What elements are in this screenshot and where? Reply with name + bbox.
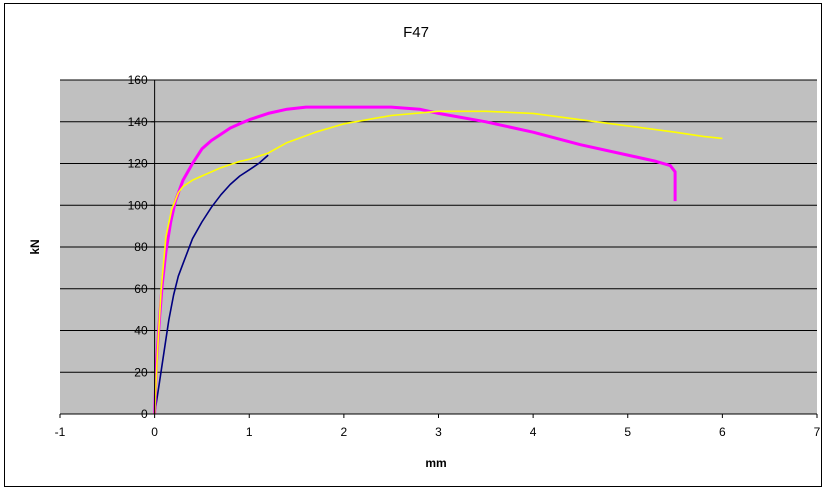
x-tick-labels: -1 0 1 2 3 4 5 6 7 xyxy=(55,425,821,439)
x-tick-label-5: 4 xyxy=(530,425,537,439)
x-tick-label-1: 0 xyxy=(151,425,158,439)
y-tick-label-1: 20 xyxy=(134,365,148,379)
y-tick-label-2: 40 xyxy=(134,324,148,338)
series-line-1 xyxy=(153,154,269,415)
x-tick-label-2: 1 xyxy=(246,425,253,439)
x-tick-label-8: 7 xyxy=(814,425,821,439)
y-axis-label: kN xyxy=(28,239,42,254)
y-tick-label-6: 120 xyxy=(128,157,148,171)
y-tick-label-7: 140 xyxy=(128,115,148,129)
chart-title: F47 xyxy=(403,24,429,41)
y-tick-label-8: 160 xyxy=(128,73,148,87)
x-tick-label-4: 3 xyxy=(435,425,442,439)
x-tick-label-6: 5 xyxy=(624,425,631,439)
series-line-3 xyxy=(153,110,723,415)
y-tick-labels: 0 20 40 60 80 100 120 140 160 xyxy=(128,73,148,421)
series-lines xyxy=(153,105,723,415)
x-tick-label-7: 6 xyxy=(719,425,726,439)
y-tick-label-3: 60 xyxy=(134,282,148,296)
axes xyxy=(59,79,818,418)
x-tick-label-3: 2 xyxy=(341,425,348,439)
x-tick-label-0: -1 xyxy=(55,425,66,439)
x-axis-label: mm xyxy=(425,456,446,470)
y-tick-label-0: 0 xyxy=(141,407,148,421)
y-tick-label-5: 100 xyxy=(128,198,148,212)
gridlines xyxy=(60,79,817,373)
series-line-2 xyxy=(153,105,677,415)
y-tick-label-4: 80 xyxy=(134,240,148,254)
